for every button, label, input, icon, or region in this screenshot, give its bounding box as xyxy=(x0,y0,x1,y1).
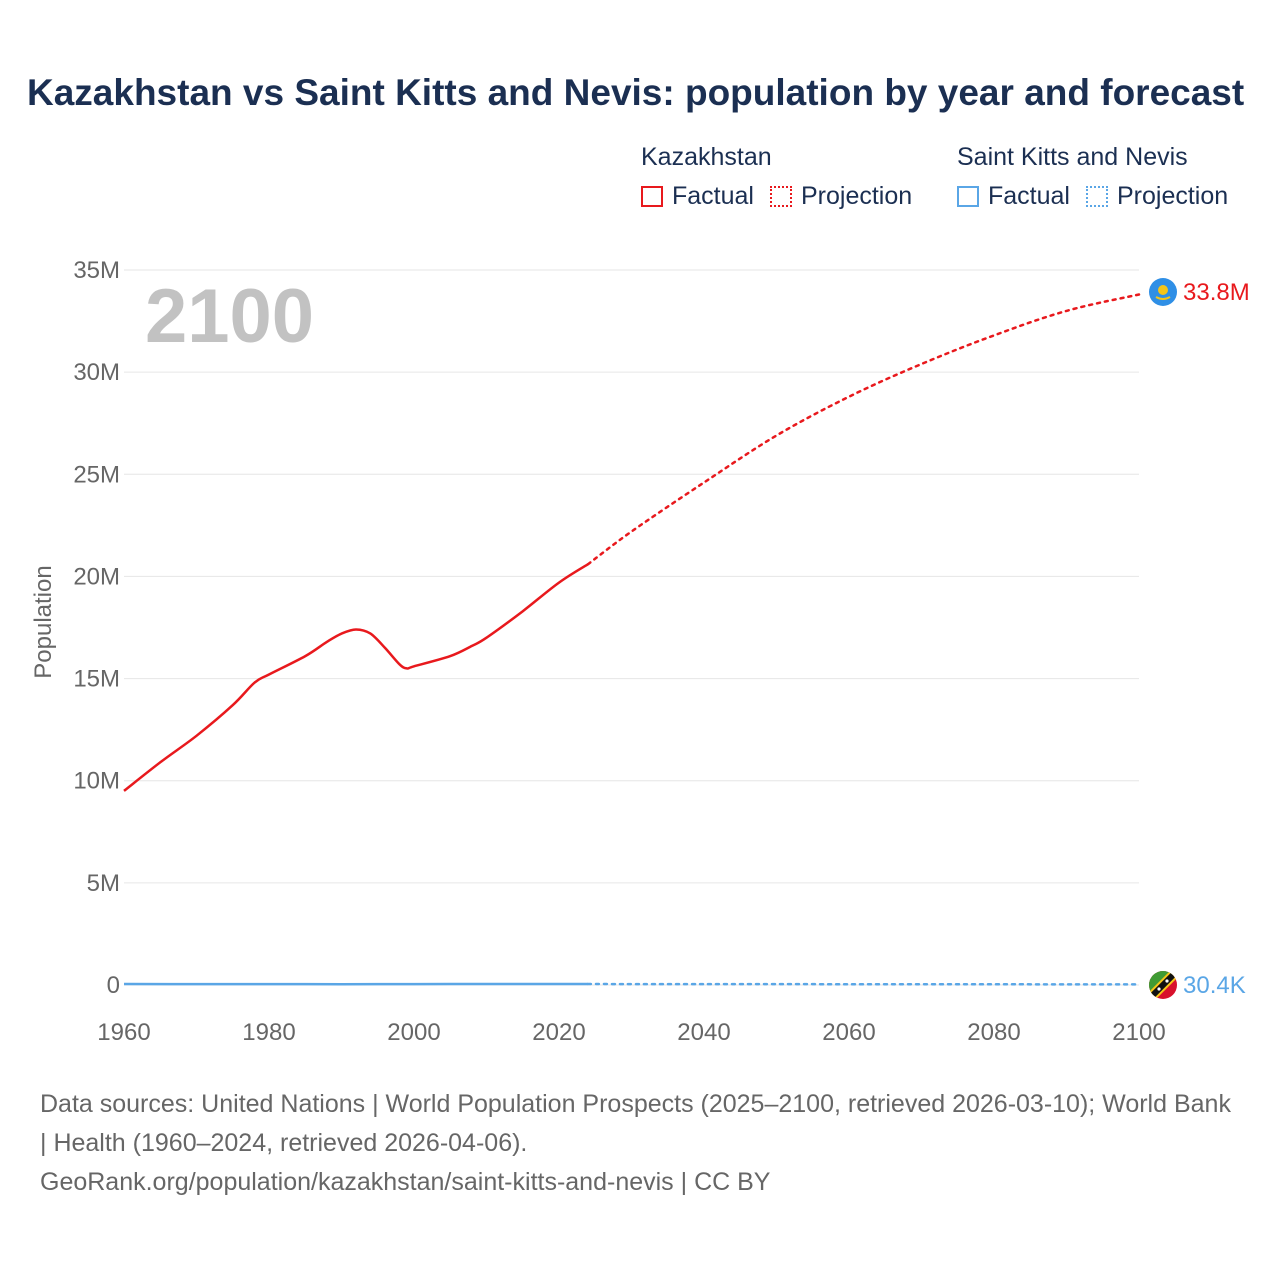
saint-kitts-end-label: 30.4K xyxy=(1183,972,1246,999)
y-axis-label: Population xyxy=(30,565,57,678)
legend-group-name: Saint Kitts and Nevis xyxy=(957,143,1188,171)
legend-group-kazakhstan: Kazakhstan Factual Projection xyxy=(641,143,928,211)
legend-label: Factual xyxy=(672,182,754,210)
x-tick-label: 2000 xyxy=(387,1019,440,1046)
grid-lines xyxy=(124,269,1139,986)
legend-swatch-solid-icon xyxy=(957,186,979,207)
y-tick-label: 15M xyxy=(73,666,120,693)
population-line-chart: 0 5M 10M 15M 20M 25M 30M 35M 1960 1980 2000 2020 204… xyxy=(30,257,1250,1046)
series-lines xyxy=(123,293,1141,986)
axes: 0 5M 10M 15M 20M 25M 30M 35M 1960 1980 2000 2020 204… xyxy=(73,257,1165,1046)
x-tick-label: 2080 xyxy=(967,1019,1020,1046)
footer: Data sources: United Nations | World Pop… xyxy=(40,1085,1240,1202)
chart-title: Kazakhstan vs Saint Kitts and Nevis: pop… xyxy=(27,72,1245,113)
source-link[interactable]: GeoRank.org/population/kazakhstan/saint-… xyxy=(40,1168,771,1196)
y-tick-label: 30M xyxy=(73,359,120,386)
kazakhstan-flag-icon xyxy=(1149,278,1177,306)
y-tick-label: 35M xyxy=(73,257,120,284)
legend-item-kazakhstan-factual[interactable]: Factual xyxy=(641,182,754,211)
legend-label: Factual xyxy=(988,182,1070,210)
kazakhstan-end-label: 33.8M xyxy=(1183,279,1250,306)
legend-item-saint-kitts-factual[interactable]: Factual xyxy=(957,182,1070,211)
y-tick-label: 25M xyxy=(73,461,120,488)
legend-swatch-dotted-icon xyxy=(1085,186,1108,207)
y-tick-label: 5M xyxy=(87,870,120,897)
legend-group-name: Kazakhstan xyxy=(641,143,772,171)
legend-item-saint-kitts-projection[interactable]: Projection xyxy=(1085,182,1229,211)
y-tick-label: 0 xyxy=(107,972,120,999)
year-overlay: 2100 xyxy=(145,274,314,359)
x-tick-label: 2060 xyxy=(822,1019,875,1046)
saint-kitts-and-nevis-flag-icon xyxy=(1149,971,1177,999)
y-tick-label: 10M xyxy=(73,768,120,795)
x-tick-label: 2020 xyxy=(532,1019,585,1046)
legend-label: Projection xyxy=(800,182,913,210)
legend-label: Projection xyxy=(1116,182,1229,210)
x-tick-label: 1980 xyxy=(242,1019,295,1046)
x-tick-label: 2040 xyxy=(677,1019,730,1046)
x-tick-label: 2100 xyxy=(1112,1019,1165,1046)
kazakhstan-factual-line[interactable] xyxy=(123,563,589,792)
y-tick-label: 20M xyxy=(73,563,120,590)
x-tick-label: 1960 xyxy=(97,1019,150,1046)
data-sources-text: Data sources: United Nations | World Pop… xyxy=(40,1090,1231,1157)
legend-group-saint-kitts-and-nevis: Saint Kitts and Nevis Factual Projection xyxy=(957,143,1244,211)
kazakhstan-projection-line[interactable] xyxy=(586,293,1141,566)
legend-swatch-dotted-icon xyxy=(769,186,792,207)
legend-item-kazakhstan-projection[interactable]: Projection xyxy=(769,182,913,211)
legend-swatch-solid-icon xyxy=(641,186,663,207)
